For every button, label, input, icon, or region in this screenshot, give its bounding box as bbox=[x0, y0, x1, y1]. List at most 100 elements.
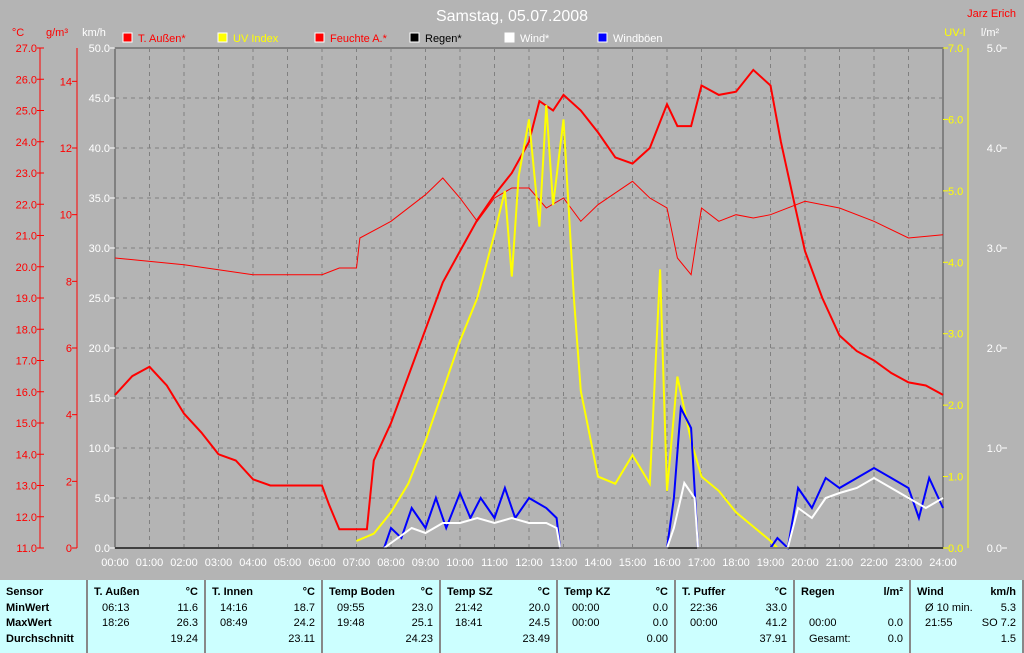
axis-tick-rain: 3.0 bbox=[987, 243, 1002, 255]
axis-tick-rain: 4.0 bbox=[987, 143, 1002, 155]
axis-tick-wind: 45.0 bbox=[89, 93, 110, 105]
table-row: Durchschnitt bbox=[6, 633, 80, 649]
legend-label: Wind* bbox=[520, 33, 550, 45]
axis-tick-uv: 0.0 bbox=[948, 543, 963, 555]
unit: °C bbox=[420, 586, 433, 598]
x-tick-label: 12:00 bbox=[515, 557, 543, 569]
legend-swatch bbox=[597, 32, 608, 43]
x-tick-label: 04:00 bbox=[239, 557, 267, 569]
legend-swatch bbox=[314, 32, 325, 43]
sensor-name: Regen bbox=[801, 586, 835, 598]
row-value: 33.0 bbox=[765, 601, 787, 614]
user-name: Jarz Erich bbox=[967, 8, 1016, 20]
axis-unit-uv: UV-I bbox=[944, 27, 965, 39]
column-header: Sensor bbox=[6, 586, 80, 602]
table-row: Gesamt: 0.0 bbox=[801, 633, 903, 649]
row-value: 19.24 bbox=[170, 632, 198, 645]
x-tick-label: 03:00 bbox=[205, 557, 233, 569]
table-row: 06:13 11.6 bbox=[94, 602, 198, 618]
legend-label: Regen* bbox=[425, 33, 462, 45]
row-value: 24.23 bbox=[405, 632, 433, 645]
row-label bbox=[94, 633, 102, 649]
sensor-name: Sensor bbox=[6, 586, 44, 598]
row-label: 19:48 bbox=[337, 617, 365, 629]
legend-swatch bbox=[217, 32, 228, 43]
x-tick-label: 02:00 bbox=[170, 557, 198, 569]
axis-tick-wind: 15.0 bbox=[89, 393, 110, 405]
sensor-name: T. Innen bbox=[212, 586, 253, 598]
table-column: T. Außen °C 06:13 11.6 18:26 26.3 19.24 bbox=[88, 580, 206, 653]
table-row: 00:00 0.0 bbox=[801, 617, 903, 633]
x-tick-label: 10:00 bbox=[446, 557, 474, 569]
x-tick-label: 18:00 bbox=[722, 557, 750, 569]
row-label: MinWert bbox=[6, 601, 50, 614]
axis-tick-hum: 0 bbox=[66, 543, 72, 555]
table-row: Ø 10 min. 5.3 bbox=[917, 602, 1016, 618]
statistics-table: Sensor MinWert MaxWert Durchschnitt T. Außen… bbox=[0, 580, 1024, 653]
axis-tick-uv: 3.0 bbox=[948, 329, 963, 341]
x-tick-label: 06:00 bbox=[308, 557, 336, 569]
weather-chart: Samstag, 05.07.2008 Jarz Erich 00:00 01:00 0… bbox=[12, 8, 1016, 569]
x-tick-label: 09:00 bbox=[412, 557, 440, 569]
row-value: 0.00 bbox=[646, 632, 668, 645]
table-row: 18:41 24.5 bbox=[447, 617, 550, 633]
sensor-name: T. Puffer bbox=[682, 586, 726, 598]
x-tick-label: 08:00 bbox=[377, 557, 405, 569]
x-tick-label: 01:00 bbox=[136, 557, 164, 569]
axis-tick-temp: 27.0 bbox=[16, 43, 37, 55]
row-label: 00:00 bbox=[572, 617, 600, 629]
unit: °C bbox=[185, 586, 198, 598]
axis-tick-rain: 0.0 bbox=[987, 543, 1002, 555]
axis-tick-temp: 25.0 bbox=[16, 106, 37, 118]
table-row: 09:55 23.0 bbox=[329, 602, 433, 618]
table-row: 0.00 bbox=[564, 633, 668, 649]
sensor-name: Temp KZ bbox=[564, 586, 611, 598]
sensor-name: Temp Boden bbox=[329, 586, 395, 598]
axis-tick-uv: 5.0 bbox=[948, 186, 963, 198]
row-label: Durchschnitt bbox=[6, 632, 74, 645]
axis-tick-hum: 14 bbox=[60, 76, 72, 88]
axis-tick-hum: 8 bbox=[66, 276, 72, 288]
axis-tick-temp: 22.0 bbox=[16, 199, 37, 211]
axis-tick-temp: 11.0 bbox=[16, 543, 37, 555]
row-label bbox=[917, 633, 925, 649]
x-tick-label: 00:00 bbox=[101, 557, 129, 569]
row-value: SO 7.2 bbox=[981, 617, 1016, 629]
table-row: 23.49 bbox=[447, 633, 550, 649]
table-row: 37.91 bbox=[682, 633, 787, 649]
series-wind bbox=[383, 476, 944, 549]
row-label: 08:49 bbox=[220, 617, 248, 629]
axis-tick-wind: 50.0 bbox=[89, 43, 110, 55]
axis-tick-temp: 19.0 bbox=[16, 293, 37, 305]
column-header: Temp Boden °C bbox=[329, 586, 433, 602]
table-column: Temp SZ °C 21:42 20.0 18:41 24.5 23.49 bbox=[441, 580, 558, 653]
axis-tick-temp: 23.0 bbox=[16, 168, 37, 180]
row-label: 18:26 bbox=[102, 617, 130, 629]
table-row: 14:16 18.7 bbox=[212, 602, 315, 618]
row-value: 0.0 bbox=[887, 632, 903, 645]
axis-tick-temp: 17.0 bbox=[16, 356, 37, 368]
axis-tick-rain: 1.0 bbox=[987, 443, 1002, 455]
axis-tick-wind: 40.0 bbox=[89, 143, 110, 155]
table-row: 00:00 0.0 bbox=[564, 617, 668, 633]
table-column: Temp Boden °C 09:55 23.0 19:48 25.1 24.23 bbox=[323, 580, 441, 653]
axis-tick-hum: 6 bbox=[66, 343, 72, 355]
x-tick-label: 07:00 bbox=[343, 557, 371, 569]
legend-swatch bbox=[409, 32, 420, 43]
row-label: 22:36 bbox=[690, 601, 718, 614]
axis-tick-hum: 10 bbox=[60, 210, 72, 222]
table-row: 21:55 SO 7.2 bbox=[917, 617, 1016, 633]
row-value: 11.6 bbox=[177, 601, 198, 614]
row-value: 0.0 bbox=[887, 617, 903, 629]
row-label bbox=[564, 633, 572, 649]
table-row: MinWert bbox=[6, 602, 80, 618]
axis-unit-wind: km/h bbox=[82, 27, 106, 39]
row-label: 00:00 bbox=[809, 617, 837, 629]
column-header: Temp SZ °C bbox=[447, 586, 550, 602]
axis-tick-uv: 1.0 bbox=[948, 472, 963, 484]
unit: °C bbox=[655, 586, 668, 598]
x-tick-label: 19:00 bbox=[757, 557, 785, 569]
unit: km/h bbox=[990, 586, 1016, 598]
axis-tick-temp: 16.0 bbox=[16, 387, 37, 399]
axis-tick-temp: 24.0 bbox=[16, 137, 37, 149]
